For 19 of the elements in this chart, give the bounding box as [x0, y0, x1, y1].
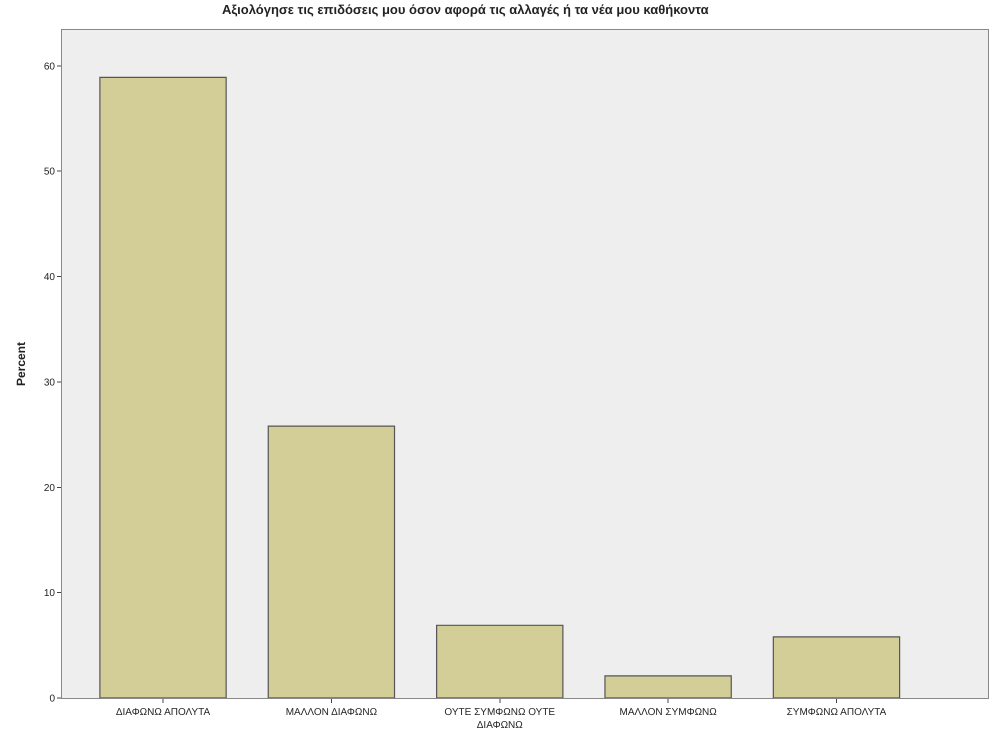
bar: [772, 636, 900, 698]
chart-title: Αξιολόγησε τις επιδόσεις μου όσον αφορά τις αλλαγές ή τα νέα μου καθήκοντα: [222, 2, 709, 18]
x-tick-label: ΟΥΤΕ ΣΥΜΦΩΝΩ ΟΥΤΕ ΔΙΑΦΩΝΩ: [444, 707, 556, 731]
y-tick-label: 60: [44, 61, 56, 72]
y-tick-label: 40: [44, 272, 56, 284]
x-tick-label: ΔΙΑΦΩΝΩ ΑΠΟΛΥΤΑ: [116, 707, 211, 718]
bar: [268, 426, 396, 698]
bar: [99, 76, 227, 698]
y-axis-title: Percent: [14, 342, 28, 386]
y-tick-label: 0: [49, 694, 56, 704]
x-tick-label: ΜΑΛΛΟΝ ΣΥΜΦΩΝΩ: [619, 707, 718, 718]
bar: [604, 675, 732, 698]
y-tick-label: 20: [44, 482, 56, 494]
x-tick-label: ΣΥΜΦΩΝΩ ΑΠΟΛΥΤΑ: [786, 707, 887, 718]
y-tick-label: 10: [44, 588, 56, 600]
y-tick-label: 50: [44, 166, 56, 178]
x-tick-label: ΜΑΛΛΟΝ ΔΙΑΦΩΝΩ: [286, 707, 378, 718]
bar: [436, 624, 564, 698]
y-tick-label: 30: [44, 377, 56, 388]
